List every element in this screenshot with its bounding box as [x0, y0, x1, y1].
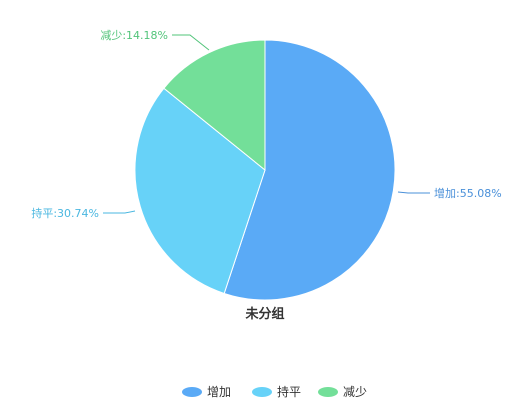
legend-item-1[interactable]: 增加 [182, 385, 231, 399]
pie-slice-1[interactable] [223, 39, 396, 301]
legend-label-1: 增加 [207, 385, 231, 399]
slice-label-3: 减少:14.18% [100, 29, 168, 42]
pie-slices [134, 39, 396, 301]
chart-title: 未分组 [244, 306, 284, 322]
legend-marker-1 [182, 387, 202, 397]
legend: 增加 持平 减少 [182, 384, 367, 399]
slice-leader-line-2 [103, 210, 136, 214]
legend-item-3[interactable]: 减少 [318, 385, 367, 399]
slice-leader-line-1 [397, 191, 430, 194]
legend-label-2: 持平 [277, 384, 301, 399]
slice-label-1: 增加:55.08% [434, 186, 502, 200]
legend-marker-2 [252, 387, 272, 397]
slice-label-2: 持平:30.74% [31, 206, 99, 220]
slice-leader-line-3 [172, 34, 210, 51]
pie-slice-3[interactable] [163, 39, 266, 172]
legend-marker-3 [318, 387, 338, 397]
pie-slice-2[interactable] [134, 87, 266, 295]
slice-labels: 增加:55.08% 持平:30.74% 减少:14.18% [31, 29, 501, 220]
legend-item-2[interactable]: 持平 [252, 384, 301, 399]
legend-label-3: 减少 [343, 385, 367, 399]
